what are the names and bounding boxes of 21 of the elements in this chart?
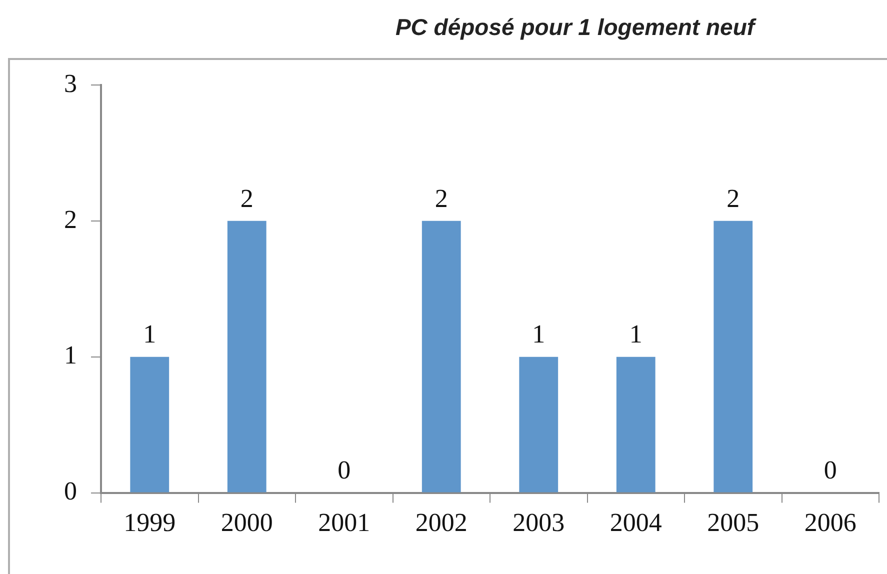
- x-tick-label: 2004: [610, 508, 662, 538]
- data-label: 1: [629, 320, 642, 349]
- y-tick-label: 3: [64, 68, 77, 98]
- x-tick-label: 2005: [707, 508, 760, 538]
- x-tick-label: 1999: [124, 508, 176, 538]
- x-tick-label: 2002: [415, 508, 468, 538]
- y-tick-label: 2: [64, 204, 77, 234]
- y-tick-label: 1: [64, 340, 77, 370]
- data-label: 1: [143, 320, 156, 349]
- data-label: 0: [338, 456, 351, 485]
- x-tick-label: 2000: [220, 508, 273, 538]
- data-label: 1: [532, 320, 546, 349]
- data-label: 2: [726, 184, 740, 213]
- x-tick-label: 2001: [318, 508, 370, 538]
- data-label: 2: [434, 184, 448, 213]
- chart-title: PC déposé pour 1 logement neuf: [394, 14, 758, 41]
- x-tick-label: 2006: [804, 508, 856, 538]
- data-label: 0: [824, 456, 837, 485]
- x-tick-label: 2003: [512, 508, 565, 538]
- data-label: 2: [240, 184, 254, 213]
- y-tick-label: 0: [64, 476, 77, 506]
